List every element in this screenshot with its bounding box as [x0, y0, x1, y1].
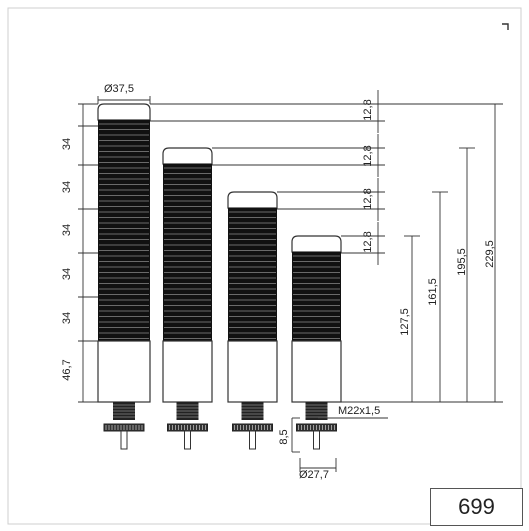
tower-body	[228, 208, 277, 341]
dimension-lines	[78, 90, 503, 472]
thread-length-label: 8,5	[278, 429, 290, 444]
mount-stud	[120, 430, 128, 450]
tower-cap	[227, 191, 278, 209]
page-number: 699	[430, 488, 523, 526]
tower-2-tier	[291, 235, 342, 450]
total-height-label: 229,5	[484, 240, 496, 268]
tower-cap	[291, 235, 342, 253]
base-height-label: 46,7	[61, 359, 73, 380]
tower-body	[163, 164, 212, 341]
total-height-label: 127,5	[399, 308, 411, 336]
tower-cap	[162, 147, 213, 165]
diameter-base-label: Ø27,7	[299, 469, 329, 481]
segment-height-label: 34	[61, 138, 73, 150]
cap-height-label: 12,8	[362, 188, 374, 209]
segment-height-label: 34	[61, 268, 73, 280]
cap-height-label: 12,8	[362, 99, 374, 120]
tower-body	[98, 120, 150, 341]
tower-base	[97, 340, 151, 403]
tower-group	[97, 103, 342, 450]
tower-3-tier	[227, 191, 278, 450]
tower-cap	[97, 103, 151, 121]
corner-mark	[502, 23, 509, 30]
tower-base	[227, 340, 278, 403]
diameter-top-label: Ø37,5	[104, 83, 134, 95]
total-height-label: 161,5	[427, 278, 439, 306]
tower-5-tier	[97, 103, 151, 450]
mount-stud	[313, 430, 320, 450]
mount-stud	[184, 430, 191, 450]
cap-height-label: 12,8	[362, 231, 374, 252]
tower-base	[291, 340, 342, 403]
mount-stud	[249, 430, 256, 450]
segment-height-label: 34	[61, 181, 73, 193]
cap-height-label: 12,8	[362, 145, 374, 166]
page-border	[7, 7, 522, 525]
tower-base	[162, 340, 213, 403]
segment-height-label: 34	[61, 224, 73, 236]
total-height-label: 195,5	[456, 248, 468, 276]
thread-label: M22x1,5	[338, 405, 380, 417]
segment-height-label: 34	[61, 312, 73, 324]
tower-4-tier	[162, 147, 213, 450]
